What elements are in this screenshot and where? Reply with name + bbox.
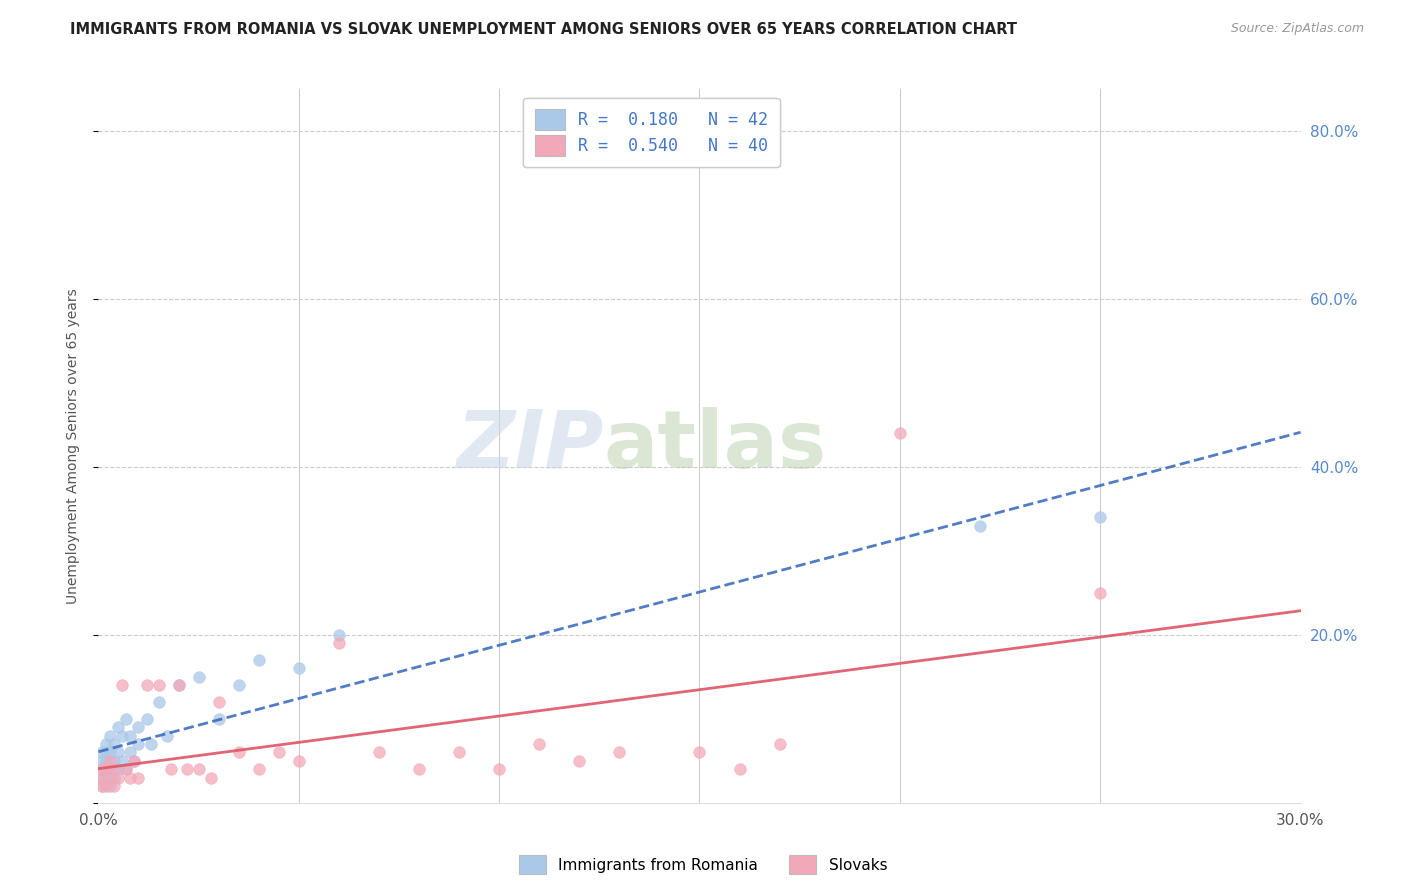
Point xyxy=(96,779,118,793)
Point xyxy=(167,678,190,692)
Point xyxy=(120,771,142,785)
Point xyxy=(100,754,122,768)
Point xyxy=(103,762,125,776)
Point xyxy=(689,746,711,760)
Point xyxy=(769,737,792,751)
Point xyxy=(368,746,391,760)
Point xyxy=(91,779,114,793)
Point xyxy=(91,746,114,760)
Point xyxy=(488,762,510,776)
Point xyxy=(139,737,162,751)
Point xyxy=(91,762,114,776)
Text: Source: ZipAtlas.com: Source: ZipAtlas.com xyxy=(1230,22,1364,36)
Point xyxy=(107,720,129,734)
Legend: Immigrants from Romania, Slovaks: Immigrants from Romania, Slovaks xyxy=(513,849,893,880)
Point xyxy=(969,518,991,533)
Point xyxy=(288,661,311,675)
Point xyxy=(247,762,270,776)
Point xyxy=(728,762,751,776)
Point xyxy=(100,771,122,785)
Point xyxy=(187,762,209,776)
Text: IMMIGRANTS FROM ROMANIA VS SLOVAK UNEMPLOYMENT AMONG SENIORS OVER 65 YEARS CORRE: IMMIGRANTS FROM ROMANIA VS SLOVAK UNEMPL… xyxy=(70,22,1018,37)
Point xyxy=(96,771,118,785)
Point xyxy=(288,754,311,768)
Point xyxy=(200,771,222,785)
Point xyxy=(100,729,122,743)
Text: atlas: atlas xyxy=(603,407,827,485)
Point xyxy=(124,754,146,768)
Point xyxy=(176,762,198,776)
Point xyxy=(96,746,118,760)
Point xyxy=(91,754,114,768)
Point xyxy=(128,720,150,734)
Point xyxy=(328,636,350,650)
Point xyxy=(135,678,157,692)
Point xyxy=(135,712,157,726)
Point xyxy=(120,729,142,743)
Point xyxy=(111,678,134,692)
Point xyxy=(208,712,231,726)
Point xyxy=(208,695,231,709)
Point xyxy=(247,653,270,667)
Point xyxy=(103,771,125,785)
Legend: R =  0.180   N = 42, R =  0.540   N = 40: R = 0.180 N = 42, R = 0.540 N = 40 xyxy=(523,97,780,168)
Point xyxy=(103,754,125,768)
Point xyxy=(107,746,129,760)
Point xyxy=(100,779,122,793)
Point xyxy=(91,771,114,785)
Text: ZIP: ZIP xyxy=(456,407,603,485)
Point xyxy=(568,754,591,768)
Point xyxy=(103,737,125,751)
Point xyxy=(120,746,142,760)
Point xyxy=(107,762,129,776)
Point xyxy=(159,762,181,776)
Point xyxy=(408,762,430,776)
Point xyxy=(100,746,122,760)
Point xyxy=(155,729,177,743)
Point xyxy=(96,754,118,768)
Point xyxy=(328,628,350,642)
Point xyxy=(96,737,118,751)
Point xyxy=(111,754,134,768)
Point xyxy=(228,746,250,760)
Point xyxy=(187,670,209,684)
Point xyxy=(148,678,170,692)
Point xyxy=(91,771,114,785)
Point xyxy=(111,729,134,743)
Point xyxy=(167,678,190,692)
Point xyxy=(91,779,114,793)
Point xyxy=(115,762,138,776)
Point xyxy=(100,762,122,776)
Point xyxy=(115,712,138,726)
Point xyxy=(609,746,631,760)
Point xyxy=(128,771,150,785)
Point xyxy=(1088,510,1111,524)
Point xyxy=(115,762,138,776)
Point xyxy=(148,695,170,709)
Point xyxy=(124,754,146,768)
Y-axis label: Unemployment Among Seniors over 65 years: Unemployment Among Seniors over 65 years xyxy=(66,288,80,604)
Point xyxy=(96,762,118,776)
Point xyxy=(96,762,118,776)
Point xyxy=(103,779,125,793)
Point xyxy=(447,746,470,760)
Point xyxy=(228,678,250,692)
Point xyxy=(91,762,114,776)
Point xyxy=(889,426,911,441)
Point xyxy=(107,771,129,785)
Point xyxy=(1088,586,1111,600)
Point xyxy=(267,746,290,760)
Point xyxy=(529,737,551,751)
Point xyxy=(128,737,150,751)
